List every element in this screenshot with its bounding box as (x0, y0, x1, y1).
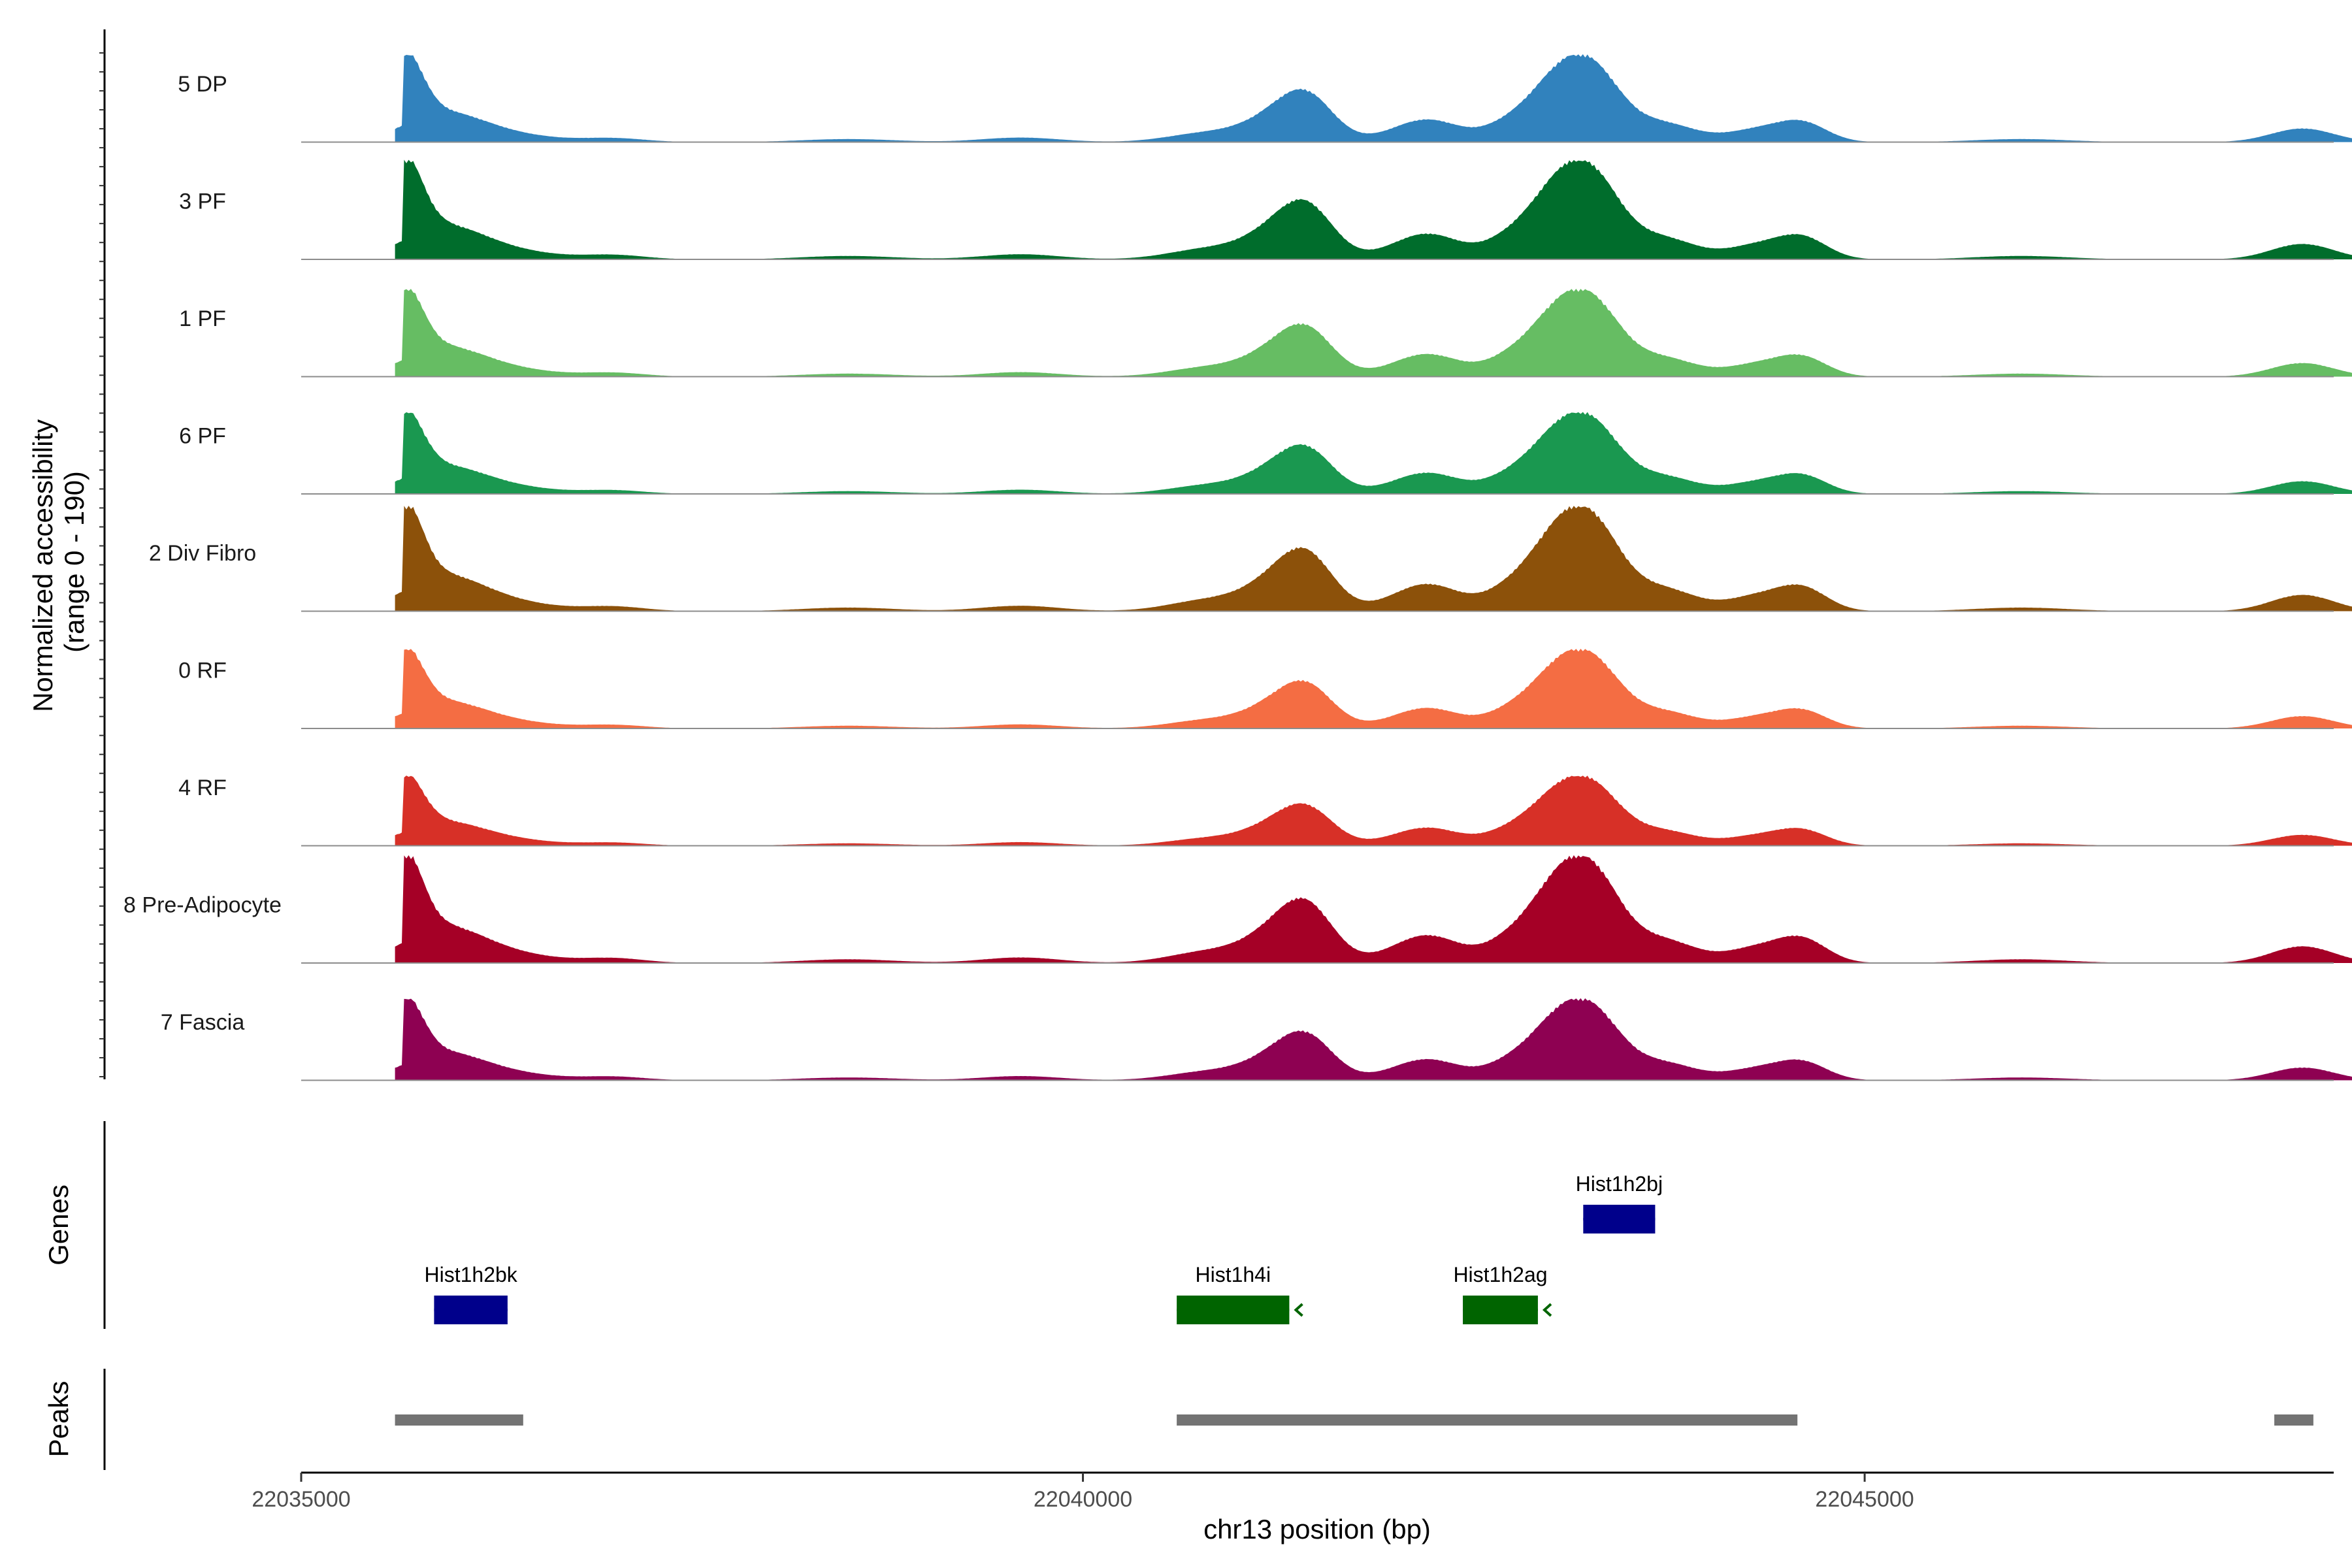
track-8: 8 Pre-Adipocyte (123, 855, 2352, 964)
track-area-8 (395, 855, 2352, 963)
track-area-6 (395, 649, 2352, 728)
gene-Hist1h2bk: Hist1h2bk (425, 1263, 518, 1324)
strand-arrow-icon (1644, 1212, 1654, 1226)
track-area-9 (395, 998, 2352, 1081)
track-6: 0 RF (178, 649, 2352, 729)
y-axis (99, 29, 106, 1079)
track-area-2 (395, 159, 2352, 259)
track-label-3: 1 PF (179, 306, 226, 331)
track-label-4: 6 PF (179, 423, 226, 448)
gene-label: Hist1h4i (1195, 1263, 1271, 1286)
track-label-1: 5 DP (178, 72, 227, 97)
x-axis-ticks: 22035000 22040000 22045000 (252, 1473, 1914, 1512)
track-label-5: 2 Div Fibro (149, 541, 256, 566)
track-area-4 (395, 412, 2352, 494)
gene-Hist1h2bj: Hist1h2bj (1576, 1172, 1663, 1233)
x-axis-title: chr13 position (bp) (1203, 1514, 1431, 1544)
gene-Hist1h2ag: Hist1h2ag (1453, 1263, 1552, 1324)
track-1: 5 DP (178, 54, 2352, 143)
genes-track: Hist1h2bk Hist1h4i Hist1h2ag Hist1h2bj (425, 1172, 1663, 1324)
track-area-1 (395, 54, 2352, 142)
y-axis-title-line-1: Normalized accessibility (27, 419, 58, 712)
genes-track-label: Genes (43, 1184, 74, 1266)
strand-arrow-icon (1294, 1303, 1303, 1317)
track-label-7: 4 RF (178, 776, 227, 800)
track-2: 3 PF (179, 159, 2352, 260)
peaks-track (395, 1414, 2313, 1426)
peak-region (395, 1414, 523, 1426)
track-3: 1 PF (179, 289, 2352, 378)
gene-label: Hist1h2bk (425, 1263, 518, 1286)
gene-Hist1h4i: Hist1h4i (1177, 1263, 1303, 1324)
track-label-6: 0 RF (178, 658, 227, 683)
track-label-2: 3 PF (179, 189, 226, 214)
track-4: 6 PF (179, 412, 2352, 495)
track-area-5 (395, 506, 2352, 612)
track-5: 2 Div Fibro (149, 506, 2352, 612)
coverage-tracks: 5 DP 3 PF 1 PF 6 PF 2 Div Fibro 0 RF 4 RF 8 Pre… (123, 54, 2352, 1081)
strand-arrow-icon (496, 1303, 506, 1317)
track-area-3 (395, 289, 2352, 377)
track-area-7 (395, 776, 2352, 846)
x-tick-label: 22035000 (252, 1487, 350, 1512)
peak-region (2274, 1414, 2313, 1426)
track-9: 7 Fascia (161, 998, 2352, 1081)
x-tick-label: 22045000 (1815, 1487, 1914, 1512)
y-axis-title: Normalized accessibility (range 0 - 190) (27, 412, 90, 712)
peaks-track-label: Peaks (43, 1381, 74, 1458)
track-7: 4 RF (178, 776, 2352, 847)
gene-label: Hist1h2bj (1576, 1172, 1663, 1196)
peak-region (1177, 1414, 1798, 1426)
track-label-9: 7 Fascia (161, 1010, 245, 1035)
strand-arrow-icon (1542, 1303, 1552, 1317)
y-axis-title-line-2: (range 0 - 190) (59, 471, 90, 653)
track-label-8: 8 Pre-Adipocyte (123, 892, 282, 917)
gene-label: Hist1h2ag (1453, 1263, 1547, 1286)
x-tick-label: 22040000 (1034, 1487, 1132, 1512)
